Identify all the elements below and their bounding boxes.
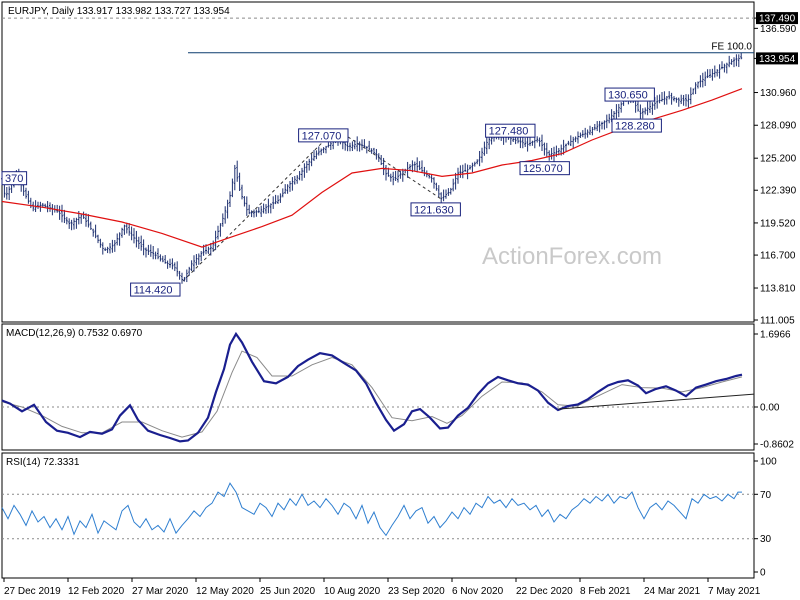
price-label-box [130, 282, 181, 297]
price-y-tick-label: 136.590 [760, 24, 797, 35]
price-label: 130.650 [608, 90, 648, 102]
price-y-tick-label: 133.954 [759, 54, 796, 65]
macd-y-tick-label: 0.00 [760, 402, 780, 413]
x-tick-label: 10 Aug 2020 [324, 586, 381, 597]
price-label-box [410, 202, 461, 217]
price-y-tick-box [756, 52, 798, 65]
price-y-tick-label: 119.520 [760, 218, 796, 229]
x-tick-label: 12 May 2020 [196, 586, 254, 597]
macd-y-tick-label: 1.6966 [760, 330, 791, 341]
price-y-tick-label: 125.200 [760, 154, 797, 165]
x-tick-label: 8 Feb 2021 [580, 586, 631, 597]
rsi-panel: RSI(14) 72.3331 [1, 457, 754, 540]
price-label-box [298, 128, 349, 143]
x-tick-label: 12 Feb 2020 [68, 586, 125, 597]
fe-level-label: FE 100.0 [711, 42, 752, 53]
price-label: 127.070 [302, 130, 342, 142]
rsi-y-tick-label: 30 [760, 534, 772, 545]
ohlc-bars [1, 52, 743, 284]
price-label: 127.480 [489, 126, 529, 138]
price-y-tick-label: 113.810 [760, 284, 796, 295]
x-tick-label: 25 Jun 2020 [260, 586, 315, 597]
panel-frame-main [1, 1, 755, 323]
panel-frame-macd [1, 323, 755, 451]
x-tick-label: 23 Sep 2020 [388, 586, 445, 597]
x-tick-label: 7 May 2021 [708, 586, 761, 597]
rsi-y-tick-label: 0 [760, 568, 766, 579]
panel-frames [1, 1, 755, 579]
macd-panel: MACD(12,26,9) 0.7532 0.6970 [1, 328, 755, 443]
x-tick-label: 22 Dec 2020 [516, 586, 573, 597]
price-label-box [1, 171, 28, 186]
rsi-title: RSI(14) 72.3331 [6, 457, 80, 468]
macd-trendline [557, 393, 755, 410]
price-y-tick-label: 128.090 [760, 121, 797, 132]
price-y-tick-box [756, 12, 798, 25]
price-y-tick-label: 111.005 [760, 316, 795, 327]
price-label-box [611, 118, 662, 133]
price-y-tick-label: 130.960 [760, 88, 797, 99]
price-label: 114.420 [134, 285, 173, 297]
x-tick-label: 27 Mar 2020 [132, 586, 189, 597]
macd-y-tick-label: -0.8602 [760, 440, 794, 451]
price-label-box [604, 87, 655, 102]
trendline-1 [182, 136, 329, 282]
price-panel: FE 100.0 370 114.420 127.070 121.630 127.480 1… [1, 17, 754, 297]
macd-line [1, 331, 743, 443]
price-y-tick-label: 137.490 [759, 14, 796, 25]
price-label: 125.070 [523, 163, 563, 175]
price-label: 121.630 [414, 204, 454, 216]
price-label: 370 [5, 173, 23, 185]
watermark: ActionForex.com [482, 243, 662, 270]
price-label: 128.280 [615, 121, 655, 133]
price-label-box [485, 123, 536, 138]
trendline-2 [347, 136, 442, 200]
price-label-box [519, 161, 570, 176]
panel-frame-rsi [1, 452, 755, 579]
macd-signal-line [1, 350, 743, 438]
price-y-tick-label: 116.700 [760, 251, 796, 262]
rsi-y-tick-label: 100 [760, 457, 777, 468]
x-tick-label: 24 Mar 2021 [644, 586, 701, 597]
rsi-y-tick-label: 70 [760, 490, 772, 501]
rsi-line [1, 482, 742, 537]
x-tick-label: 6 Nov 2020 [452, 586, 504, 597]
macd-title: MACD(12,26,9) 0.7532 0.6970 [6, 328, 143, 339]
x-tick-label: 27 Dec 2019 [4, 586, 61, 597]
chart-title: EURJPY, Daily 133.917 133.982 133.727 13… [8, 6, 230, 17]
price-y-tick-label: 122.390 [760, 186, 797, 197]
